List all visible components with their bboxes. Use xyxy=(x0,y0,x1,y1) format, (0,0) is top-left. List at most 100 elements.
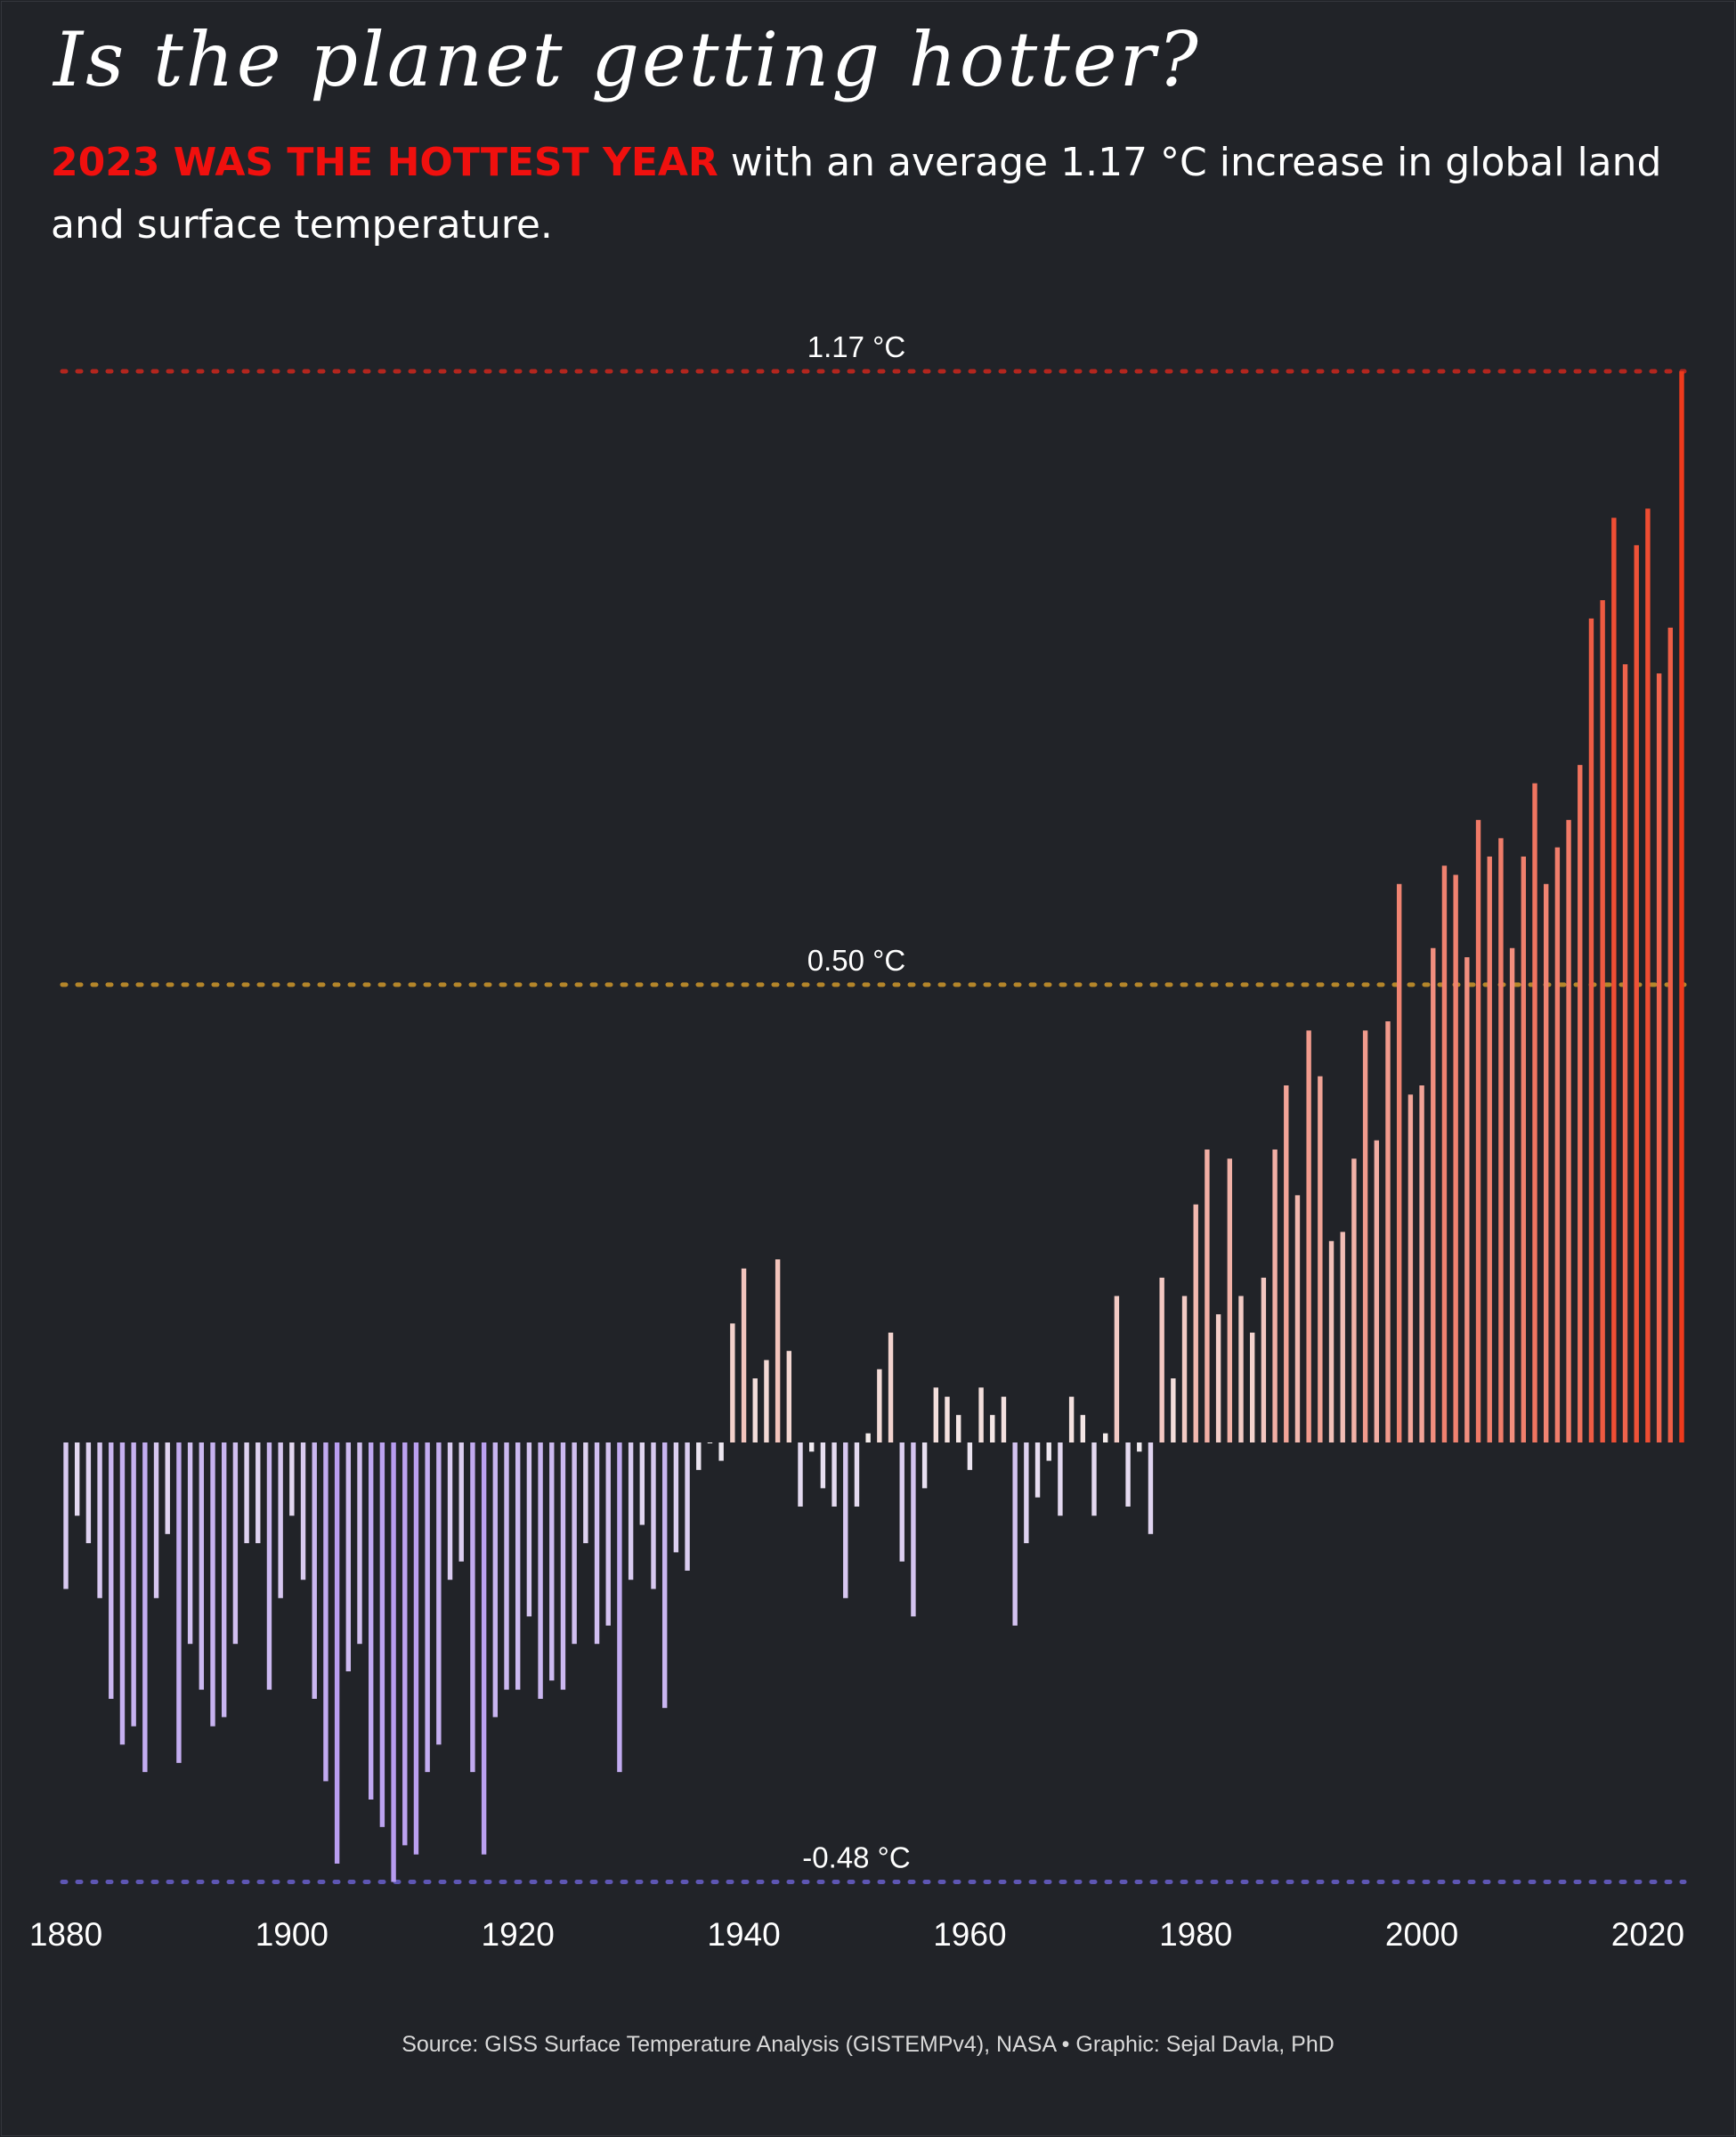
bar-1958 xyxy=(945,1396,950,1442)
x-tick-1980: 1980 xyxy=(1159,1916,1232,1953)
bar-1940 xyxy=(741,1268,747,1442)
bar-2000 xyxy=(1419,1085,1424,1442)
bar-1979 xyxy=(1181,1296,1188,1442)
bar-1931 xyxy=(639,1442,645,1525)
bar-1966 xyxy=(1034,1442,1041,1498)
bar-1948 xyxy=(831,1442,837,1507)
bar-1987 xyxy=(1272,1149,1278,1442)
bar-1964 xyxy=(1012,1442,1018,1626)
bar-1888 xyxy=(153,1442,159,1598)
bar-1969 xyxy=(1068,1396,1075,1442)
bar-1982 xyxy=(1215,1314,1221,1442)
bar-1946 xyxy=(808,1442,815,1452)
bar-1962 xyxy=(990,1415,995,1442)
bar-1972 xyxy=(1102,1433,1108,1442)
bar-1992 xyxy=(1328,1240,1334,1442)
bar-1893 xyxy=(210,1442,215,1727)
bar-1991 xyxy=(1318,1076,1323,1442)
bar-2014 xyxy=(1578,765,1583,1442)
bar-1988 xyxy=(1284,1085,1289,1442)
bar-1974 xyxy=(1125,1442,1131,1507)
bar-2021 xyxy=(1656,673,1662,1442)
bar-1960 xyxy=(967,1442,973,1470)
bar-1997 xyxy=(1385,1021,1391,1442)
bar-1913 xyxy=(436,1442,442,1745)
bar-1947 xyxy=(820,1442,826,1489)
x-tick-2020: 2020 xyxy=(1611,1916,1684,1953)
bar-1968 xyxy=(1058,1442,1063,1516)
bar-1923 xyxy=(549,1442,555,1681)
bar-1952 xyxy=(877,1369,882,1442)
bar-1909 xyxy=(391,1442,396,1882)
bar-1895 xyxy=(232,1442,239,1645)
bar-1973 xyxy=(1114,1296,1120,1442)
bar-1956 xyxy=(921,1442,928,1489)
bar-2004 xyxy=(1464,957,1470,1442)
bar-1933 xyxy=(661,1442,668,1709)
bar-1953 xyxy=(888,1332,894,1442)
subtitle-highlight: 2023 WAS THE HOTTEST YEAR xyxy=(51,140,718,185)
bar-1911 xyxy=(413,1442,419,1855)
bar-2001 xyxy=(1431,947,1436,1442)
bar-1971 xyxy=(1091,1442,1097,1516)
bar-1998 xyxy=(1396,883,1402,1442)
bar-2011 xyxy=(1543,883,1549,1442)
bar-1899 xyxy=(278,1442,283,1598)
reference-label-1: 0.50 °C xyxy=(807,944,905,977)
bar-1957 xyxy=(933,1387,939,1442)
bar-1937 xyxy=(707,1442,713,1443)
bar-1896 xyxy=(244,1442,249,1544)
bar-1917 xyxy=(481,1442,487,1855)
bar-2023 xyxy=(1679,371,1684,1442)
bar-1984 xyxy=(1238,1296,1244,1442)
page-subtitle: 2023 WAS THE HOTTEST YEAR with an averag… xyxy=(51,132,1689,256)
bar-1916 xyxy=(470,1442,475,1773)
bar-2010 xyxy=(1532,783,1537,1442)
x-tick-2000: 2000 xyxy=(1385,1916,1458,1953)
bar-1965 xyxy=(1024,1442,1029,1544)
bar-1949 xyxy=(843,1442,848,1598)
bar-1880 xyxy=(63,1442,69,1589)
bar-2008 xyxy=(1509,947,1515,1442)
bar-1904 xyxy=(334,1442,340,1864)
bar-1941 xyxy=(752,1378,758,1442)
bar-2015 xyxy=(1588,618,1594,1442)
bar-1882 xyxy=(85,1442,92,1544)
bar-1950 xyxy=(854,1442,860,1507)
bar-2006 xyxy=(1487,856,1492,1442)
bar-2009 xyxy=(1521,856,1527,1442)
bar-1995 xyxy=(1362,1030,1368,1442)
bar-1981 xyxy=(1205,1149,1210,1442)
source-credit: Source: GISS Surface Temperature Analysi… xyxy=(402,2032,1334,2057)
bar-2020 xyxy=(1645,508,1651,1442)
x-tick-1920: 1920 xyxy=(482,1916,555,1953)
bar-1919 xyxy=(504,1442,509,1690)
bar-1959 xyxy=(955,1415,961,1442)
bar-1891 xyxy=(187,1442,193,1645)
bar-1926 xyxy=(583,1442,588,1544)
bar-1999 xyxy=(1407,1094,1414,1442)
bar-1894 xyxy=(221,1442,227,1718)
bar-1976 xyxy=(1148,1442,1154,1534)
bar-1918 xyxy=(492,1442,499,1718)
bar-1996 xyxy=(1374,1140,1380,1442)
bar-1970 xyxy=(1080,1415,1086,1442)
bar-1983 xyxy=(1227,1158,1233,1442)
bar-1961 xyxy=(978,1387,984,1442)
bar-2022 xyxy=(1667,627,1674,1442)
bar-1989 xyxy=(1294,1195,1301,1442)
bar-1907 xyxy=(368,1442,374,1800)
bar-1936 xyxy=(696,1442,702,1470)
bar-1924 xyxy=(560,1442,566,1690)
bar-2016 xyxy=(1600,600,1605,1442)
bar-1910 xyxy=(402,1442,408,1846)
bar-1934 xyxy=(673,1442,679,1553)
bar-1942 xyxy=(764,1360,769,1442)
bar-1922 xyxy=(538,1442,543,1699)
bar-1898 xyxy=(266,1442,272,1690)
x-tick-1900: 1900 xyxy=(256,1916,329,1953)
bar-1951 xyxy=(865,1433,871,1442)
bar-1905 xyxy=(345,1442,352,1672)
bar-1945 xyxy=(798,1442,803,1507)
bar-1912 xyxy=(425,1442,430,1773)
